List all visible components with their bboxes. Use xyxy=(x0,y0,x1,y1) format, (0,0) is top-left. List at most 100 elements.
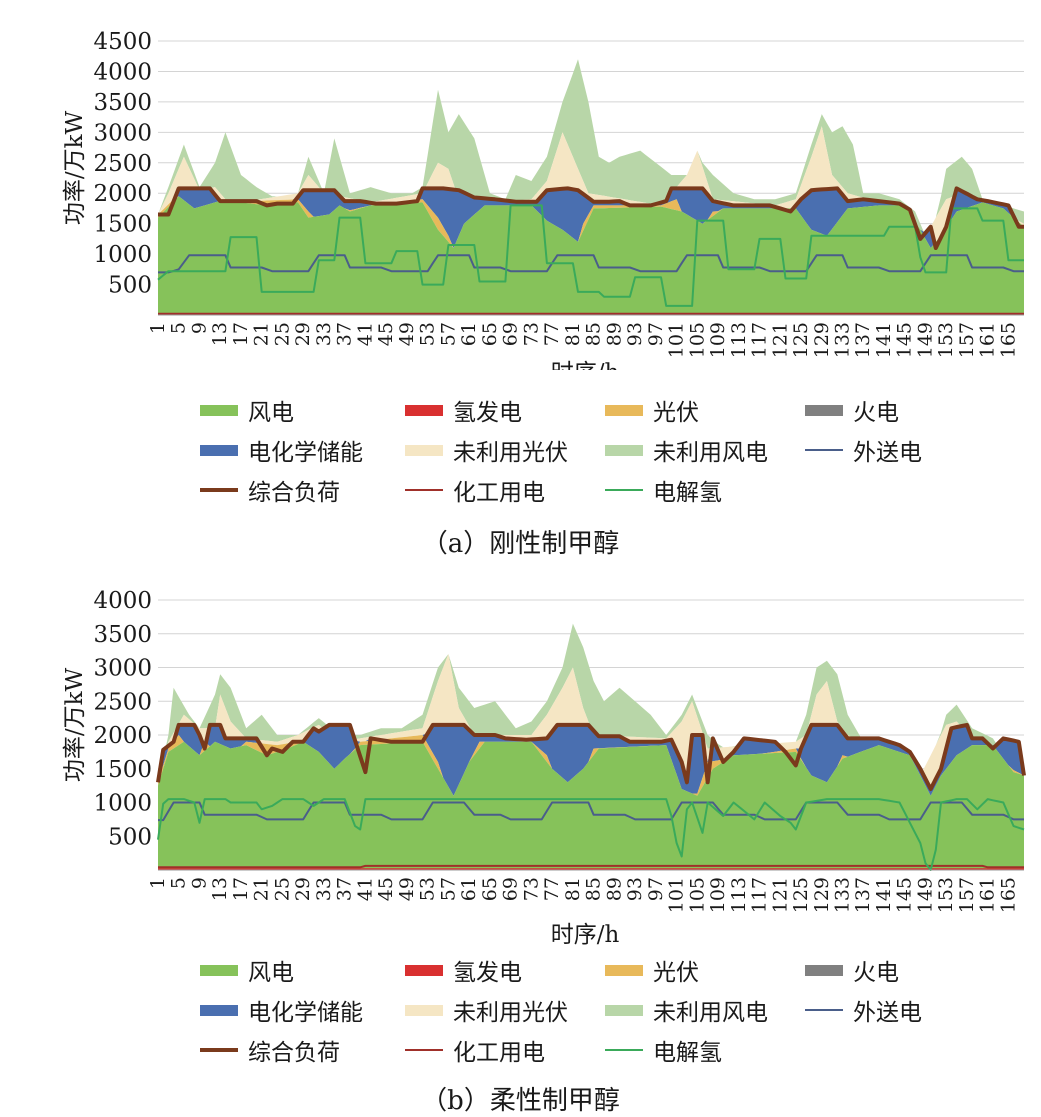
y-tick-label: 2500 xyxy=(93,689,152,715)
y-tick-label: 1000 xyxy=(93,242,152,268)
x-tick-label: 45 xyxy=(375,877,397,901)
legend-label: 综合负荷 xyxy=(248,1040,340,1066)
y-tick-label: 1500 xyxy=(93,757,152,783)
x-tick-label: 21 xyxy=(251,877,273,901)
legend-item-unused_pv: 未利用光伏 xyxy=(405,995,568,1026)
legend-item-pv: 光伏 xyxy=(605,395,699,426)
legend-item-unused_pv: 未利用光伏 xyxy=(405,435,568,466)
legend-label: 火电 xyxy=(853,960,899,986)
legend-label: 风电 xyxy=(248,960,294,986)
y-tick-label: 2000 xyxy=(93,181,152,207)
x-tick-label: 9 xyxy=(189,322,211,334)
legend-swatch xyxy=(805,404,843,416)
x-tick-label: 9 xyxy=(189,877,211,889)
x-tick-label: 49 xyxy=(396,322,418,346)
legend-item-unused_wind: 未利用风电 xyxy=(605,995,768,1026)
x-tick-label: 17 xyxy=(230,877,252,901)
series-electrolysis-b xyxy=(157,798,1025,871)
chart-panel-a: 500 1000 1500 2000 2500 3000 3500 4000 4500 1 5 9 13… xyxy=(62,29,1024,559)
caption-b: （b）柔性制甲醇 xyxy=(421,1086,620,1116)
x-tick-label: 13 xyxy=(209,322,231,346)
series-chem-b xyxy=(158,864,1024,869)
legend-item-hydrogen_power: 氢发电 xyxy=(405,955,522,986)
legend-label: 综合负荷 xyxy=(248,480,340,506)
x-tick-label: 29 xyxy=(292,877,314,901)
chart-a-svg: 5001000150020002500300035004000450015913… xyxy=(62,29,1024,370)
x-tick-label: 37 xyxy=(334,322,356,346)
legend-item-unused_wind: 未利用风电 xyxy=(605,435,768,466)
y-axis-title: 功率/万kW xyxy=(62,110,88,225)
x-tick-label: 133 xyxy=(832,877,854,913)
series-unused-wind-a xyxy=(158,59,1024,236)
legend-label: 电化学储能 xyxy=(248,440,363,466)
legend-swatch xyxy=(605,444,643,456)
x-tick-label: 17 xyxy=(230,322,252,346)
series-storage-b xyxy=(158,724,1024,796)
x-axis-title: 时序/h xyxy=(551,360,620,370)
x-tick-label: 121 xyxy=(769,322,791,358)
caption-a: （a）刚性制甲醇 xyxy=(421,529,620,559)
x-tick-label: 149 xyxy=(915,877,937,913)
x-tick-label: 45 xyxy=(375,322,397,346)
x-tick-label: 57 xyxy=(437,322,459,346)
legend-label: 未利用光伏 xyxy=(453,1000,568,1026)
legend-item-export: 外送电 xyxy=(805,435,922,466)
x-tick-label: 93 xyxy=(624,877,646,901)
x-tick-label: 73 xyxy=(520,322,542,346)
x-tick-label: 145 xyxy=(894,322,916,358)
chart-panel-b: 500 1000 1500 2000 2500 3000 3500 4000 1 5 9 13 17 21… xyxy=(0,560,1041,1117)
x-tick-label: 109 xyxy=(707,877,729,913)
legend-swatch xyxy=(405,489,443,491)
legend-swatch xyxy=(405,964,443,976)
legend-label: 未利用风电 xyxy=(653,440,768,466)
y-tick-label: 500 xyxy=(108,824,152,850)
y-tick-label: 3500 xyxy=(93,622,152,648)
series-export-b xyxy=(158,801,1024,822)
x-tick-label: 133 xyxy=(832,322,854,358)
y-tick-label: 3000 xyxy=(93,120,152,146)
y-tick-label: 1000 xyxy=(93,791,152,817)
x-tick-label: 97 xyxy=(645,322,667,346)
x-tick-label: 101 xyxy=(666,322,688,358)
legend-item-chem: 化工用电 xyxy=(405,1035,545,1066)
y-axis-title: 功率/万kW xyxy=(62,667,88,782)
y-tick-label: 4500 xyxy=(93,29,152,55)
x-tick-label: 85 xyxy=(583,877,605,901)
legend-item-storage: 电化学储能 xyxy=(200,435,363,466)
x-tick-label: 29 xyxy=(292,322,314,346)
legend-label: 化工用电 xyxy=(453,480,545,506)
legend-item-wind: 风电 xyxy=(200,395,294,426)
x-tick-label: 81 xyxy=(562,877,584,901)
legend-label: 氢发电 xyxy=(453,400,522,426)
x-tick-label: 1 xyxy=(147,877,169,889)
x-tick-label: 69 xyxy=(500,322,522,346)
legend-label: 电化学储能 xyxy=(248,1000,363,1026)
x-tick-label: 165 xyxy=(997,877,1019,913)
x-tick-label: 5 xyxy=(168,322,190,334)
legend-swatch xyxy=(805,449,843,451)
series-storage-a xyxy=(158,188,1024,248)
y-tick-label: 4000 xyxy=(93,59,152,85)
y-tick-label: 2500 xyxy=(93,151,152,177)
x-tick-label: 125 xyxy=(790,322,812,358)
x-tick-label: 61 xyxy=(458,322,480,346)
legend-item-thermal: 火电 xyxy=(805,955,899,986)
x-tick-label: 101 xyxy=(666,877,688,913)
legend-swatch xyxy=(200,1004,238,1016)
x-tick-label: 81 xyxy=(562,322,584,346)
legend-swatch xyxy=(805,1009,843,1011)
x-axis-title: 时序/h xyxy=(551,922,620,948)
legend-label: 火电 xyxy=(853,400,899,426)
x-tick-label: 105 xyxy=(686,877,708,913)
legend-swatch xyxy=(805,964,843,976)
x-tick-label: 89 xyxy=(603,877,625,901)
x-tick-label: 137 xyxy=(852,877,874,913)
y-tick-label: 3000 xyxy=(93,656,152,682)
legend-label: 化工用电 xyxy=(453,1040,545,1066)
x-tick-label: 61 xyxy=(458,877,480,901)
x-tick-label: 53 xyxy=(417,322,439,346)
x-tick-label: 141 xyxy=(873,322,895,358)
legend-item-electrolysis: 电解氢 xyxy=(605,475,722,506)
y-tick-label: 500 xyxy=(108,273,152,299)
legend-swatch xyxy=(605,404,643,416)
